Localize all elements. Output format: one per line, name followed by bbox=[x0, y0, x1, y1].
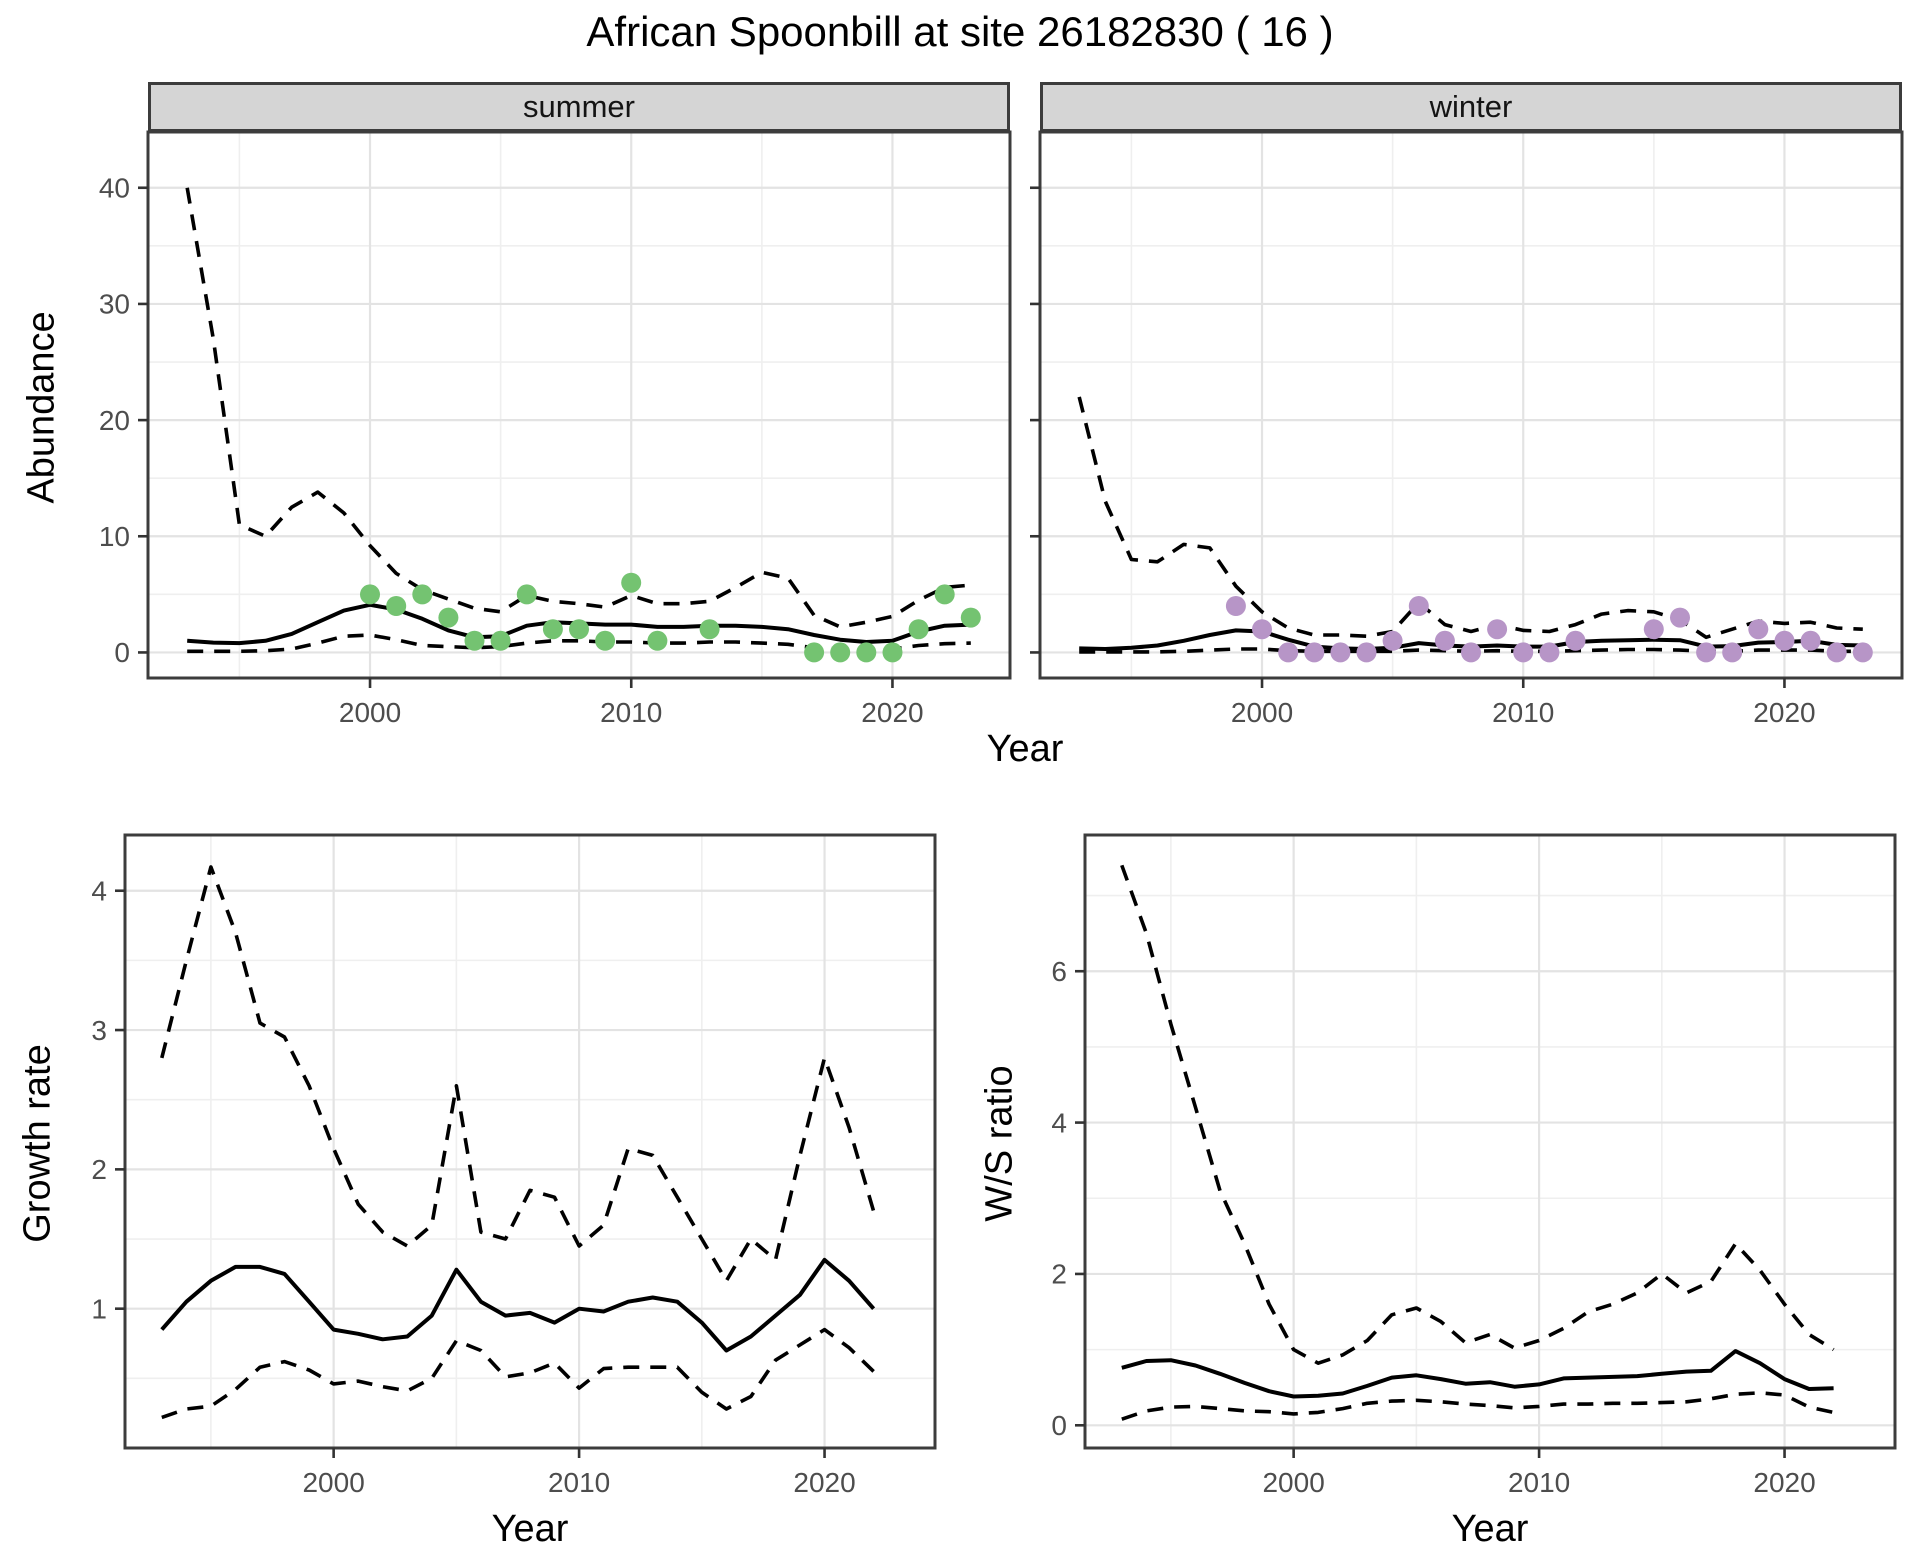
y-tick-label: 20 bbox=[99, 405, 130, 436]
x-tick-label: 2000 bbox=[339, 697, 401, 728]
summer-counts-point bbox=[569, 619, 589, 640]
summer-counts-point bbox=[830, 642, 851, 663]
summer-counts-point bbox=[804, 642, 825, 663]
plot-area-growth-rate: 2000 2010 2020 1 2 3 4 bbox=[91, 833, 937, 1498]
summer-counts-point bbox=[360, 584, 380, 605]
summer-counts-point bbox=[516, 584, 537, 605]
ws-ratio-upper-ci-line bbox=[1120, 864, 1835, 1366]
winter-counts-point bbox=[1539, 642, 1560, 663]
x-tick-label: 2020 bbox=[1753, 697, 1815, 728]
winter-counts-point bbox=[1826, 642, 1847, 663]
y-tick-label: 30 bbox=[99, 289, 130, 320]
winter-counts-point bbox=[1461, 642, 1481, 663]
panel-border bbox=[123, 833, 937, 1450]
ws-ratio-lower-ci-line bbox=[1121, 1390, 1834, 1421]
ws-ratio-trend-line bbox=[1121, 1349, 1834, 1399]
x-axis-title-growth-rate: Year bbox=[491, 1508, 569, 1550]
winter-counts-point bbox=[1670, 607, 1690, 628]
panel-growth-rate: 2000 2010 2020 1 2 3 4 bbox=[91, 833, 937, 1498]
x-tick-label: 2020 bbox=[1753, 1467, 1815, 1498]
y-tick-label: 0 bbox=[114, 637, 130, 668]
summer-counts-point bbox=[621, 572, 642, 593]
y-axis-title-ws-ratio: W/S ratio bbox=[978, 1065, 1021, 1222]
plot-area-abundance-summer: 2000 2010 2020 0 10 20 30 40 bbox=[99, 130, 1012, 728]
summer-counts-point bbox=[960, 607, 981, 628]
winter-counts-point bbox=[1382, 630, 1403, 651]
summer-counts-point bbox=[412, 584, 433, 605]
winter-counts-point bbox=[1408, 596, 1429, 616]
panel-border bbox=[1083, 833, 1897, 1450]
x-tick-label: 2020 bbox=[861, 697, 923, 728]
y-tick-label: 40 bbox=[99, 173, 130, 204]
summer-counts-point bbox=[438, 607, 459, 628]
winter-counts-point bbox=[1304, 642, 1325, 663]
summer-counts-point bbox=[647, 630, 668, 651]
x-tick-label: 2000 bbox=[302, 1467, 364, 1498]
facet-strip-summer-label: summer bbox=[523, 89, 635, 124]
x-tick-label: 2000 bbox=[1231, 697, 1293, 728]
y-tick-label: 0 bbox=[1051, 1410, 1067, 1441]
winter-counts-point bbox=[1748, 619, 1769, 640]
abundance-winter-upper-ci-line bbox=[1077, 396, 1863, 640]
winter-counts-point bbox=[1800, 630, 1821, 651]
x-tick-label: 2010 bbox=[600, 697, 662, 728]
winter-counts-point bbox=[1852, 642, 1873, 663]
winter-counts-point bbox=[1225, 596, 1246, 616]
winter-counts-point bbox=[1330, 642, 1351, 663]
winter-counts-point bbox=[1643, 619, 1664, 640]
x-tick-label: 2020 bbox=[793, 1467, 855, 1498]
summer-counts-point bbox=[595, 630, 616, 651]
panel-border bbox=[146, 130, 1012, 680]
winter-counts-point bbox=[1278, 642, 1299, 663]
summer-counts-point bbox=[464, 630, 485, 651]
summer-counts-point bbox=[882, 642, 903, 663]
winter-counts-point bbox=[1722, 642, 1743, 663]
summer-counts-point bbox=[699, 619, 720, 640]
y-tick-label: 10 bbox=[99, 521, 130, 552]
winter-counts-point bbox=[1513, 642, 1534, 663]
facet-strip-winter-label: winter bbox=[1429, 89, 1513, 124]
winter-counts-point bbox=[1356, 642, 1377, 663]
plot-area-abundance-winter: 2000 2010 2020 bbox=[1030, 130, 1904, 728]
winter-counts-point bbox=[1696, 642, 1717, 663]
y-tick-label: 2 bbox=[91, 1154, 107, 1185]
y-tick-label: 3 bbox=[91, 1015, 107, 1046]
winter-counts-point bbox=[1774, 630, 1795, 651]
winter-counts-point bbox=[1487, 619, 1508, 640]
panel-abundance-winter: 2000 2010 2020 bbox=[1030, 130, 1904, 728]
x-axis-title-ws-ratio: Year bbox=[1451, 1508, 1529, 1550]
y-tick-label: 1 bbox=[91, 1293, 107, 1324]
x-tick-label: 2010 bbox=[1508, 1467, 1570, 1498]
panel-abundance-summer: 2000 2010 2020 0 10 20 30 40 bbox=[99, 130, 1012, 728]
facet-strip-winter: winter bbox=[1040, 82, 1902, 132]
x-axis-title-abundance: Year bbox=[986, 728, 1064, 770]
growth-rate-trend-line bbox=[160, 1257, 876, 1353]
growth-rate-upper-ci-line bbox=[160, 865, 876, 1283]
winter-counts-point bbox=[1252, 619, 1272, 640]
x-tick-label: 2010 bbox=[548, 1467, 610, 1498]
x-tick-label: 2010 bbox=[1492, 697, 1554, 728]
y-tick-label: 4 bbox=[91, 876, 107, 907]
winter-counts-point bbox=[1565, 630, 1586, 651]
y-axis-title-growth-rate: Growth rate bbox=[16, 1044, 59, 1243]
summer-counts-point bbox=[386, 596, 407, 616]
summer-counts-point bbox=[856, 642, 877, 663]
x-tick-label: 2000 bbox=[1262, 1467, 1324, 1498]
winter-counts-point bbox=[1434, 630, 1455, 651]
summer-counts-point bbox=[934, 584, 955, 605]
y-tick-label: 4 bbox=[1051, 1107, 1067, 1138]
summer-counts-point bbox=[490, 630, 511, 651]
y-axis-title-abundance: Abundance bbox=[20, 311, 63, 504]
plot-area-ws-ratio: 2000 2010 2020 0 2 4 6 bbox=[1051, 833, 1897, 1498]
y-tick-label: 2 bbox=[1051, 1259, 1067, 1290]
summer-counts-point bbox=[542, 619, 563, 640]
growth-rate-lower-ci-line bbox=[161, 1327, 875, 1420]
chart-title: African Spoonbill at site 26182830 ( 16 … bbox=[586, 8, 1334, 55]
panel-ws-ratio: 2000 2010 2020 0 2 4 6 bbox=[1051, 833, 1897, 1498]
y-tick-label: 6 bbox=[1051, 956, 1067, 987]
summer-counts-point bbox=[908, 619, 929, 640]
facet-strip-summer: summer bbox=[148, 82, 1010, 132]
abundance-summer-upper-ci-line bbox=[185, 187, 971, 629]
panel-border bbox=[1038, 130, 1904, 680]
